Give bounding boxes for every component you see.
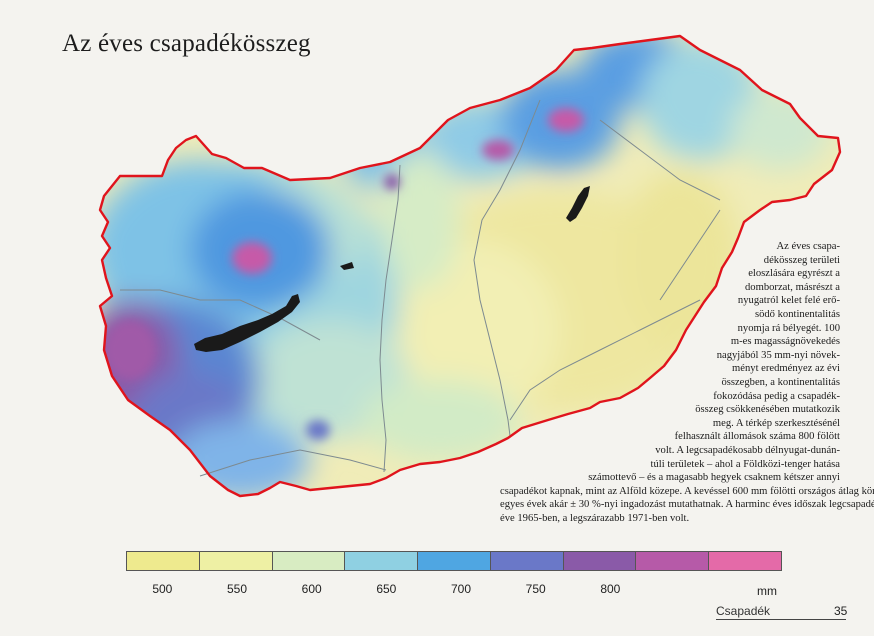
body-line: fokozódása pedig a csapadék-	[713, 390, 840, 402]
footer-section-title: Csapadék	[716, 604, 771, 618]
lakes	[194, 186, 590, 352]
legend-label: 600	[301, 582, 322, 596]
raba-river	[120, 289, 321, 341]
body-line: nagyjából 35 mm-nyi növek-	[716, 349, 840, 361]
body-line: Az éves csapa-	[776, 241, 840, 252]
body-line: meg. A térkép szerkesztésénél	[712, 417, 840, 429]
body-line: södő kontinentalitás	[754, 308, 840, 320]
legend-swatch	[490, 552, 564, 570]
body-line: domborzat, másrészt a	[744, 281, 840, 293]
legend-label: 650	[376, 582, 397, 596]
legend-swatch	[345, 552, 419, 570]
balaton-lake	[194, 294, 300, 352]
body-line: nyugatról kelet felé erő-	[737, 295, 840, 307]
body-line: nyomja rá bélyegét. 100	[737, 322, 840, 334]
legend-swatch	[418, 552, 491, 570]
body-line: m-es magasságnövekedés	[730, 336, 840, 348]
page-title: Az éves csapadékösszeg	[62, 30, 311, 57]
legend-label: 750	[525, 582, 546, 596]
body-line: dékösszeg területi	[763, 254, 840, 266]
legend-label: 700	[450, 582, 472, 596]
tisza-river	[473, 99, 541, 437]
body-line: összegben, a kontinentalitás	[721, 376, 840, 388]
legend-unit: mm	[757, 584, 777, 598]
berettyo-river	[659, 209, 721, 301]
legend-color-bar	[126, 551, 782, 571]
legend-label: 800	[600, 582, 621, 596]
body-line: túli területek – ahol a Földközi-tenger …	[650, 458, 840, 470]
legend-swatch	[199, 552, 273, 570]
koros-river	[509, 299, 701, 421]
legend-swatch	[709, 552, 782, 570]
page-number: 35	[834, 604, 848, 618]
body-line: számottevő – és a magasabb hegyek csakne…	[588, 472, 840, 484]
legend-swatch	[636, 552, 710, 570]
legend-swatch	[127, 552, 200, 570]
body-line: csapadékot kapnak, mint az Alföld közepe…	[500, 485, 874, 497]
body-line: eloszlására egyrészt a	[748, 268, 840, 280]
body-line: ményt eredményez az évi	[732, 363, 840, 375]
legend-swatch	[272, 552, 346, 570]
sajo-river	[599, 119, 721, 201]
footer-rule	[716, 619, 846, 620]
drava-river	[199, 449, 387, 477]
body-line: összeg csökkenésében mutatkozik	[695, 404, 840, 416]
body-line: egyes évek akár ± 30 %-nyi ingadozást mu…	[500, 499, 874, 511]
legend-label: 550	[226, 582, 248, 596]
legend-label: 500	[152, 582, 173, 596]
precipitation-field	[100, 36, 840, 496]
body-line: felhasznált állomások száma 800 fölött	[674, 431, 840, 443]
body-text: Az éves csapa- dékösszeg területi eloszl…	[500, 240, 874, 525]
legend-labels: 500 550 600 650 700 750 800	[0, 582, 874, 598]
velence-lake	[340, 262, 354, 270]
body-line: éve 1965-ben, a legszárazabb 1971-ben vo…	[500, 512, 690, 524]
body-line: volt. A legcsapadékosabb délnyugat-dunán…	[655, 444, 840, 456]
danube-river	[379, 164, 401, 473]
legend-swatch	[563, 552, 637, 570]
tisza-lake	[566, 186, 590, 222]
rivers	[120, 99, 721, 477]
